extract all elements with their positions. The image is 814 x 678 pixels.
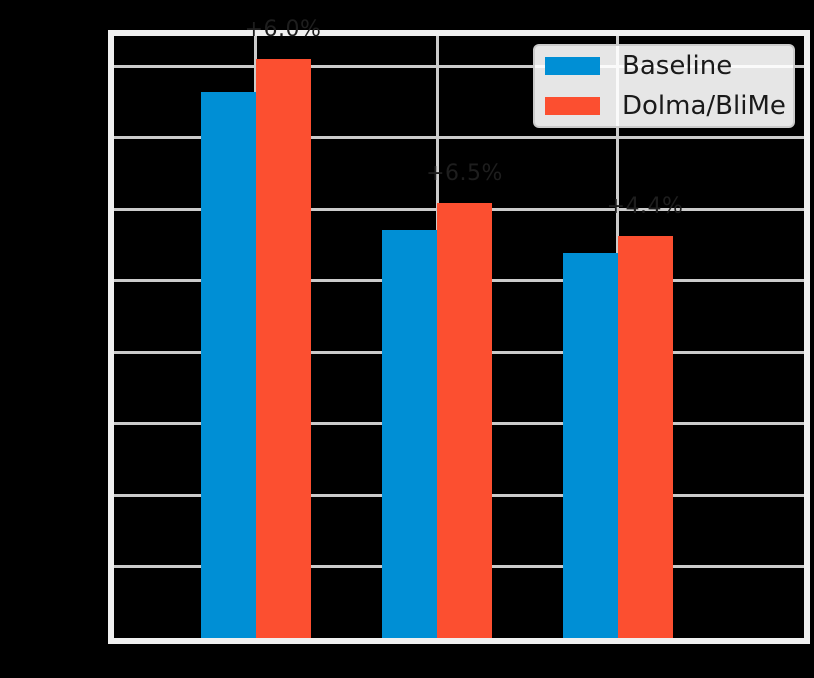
overhead-annotation-group-1: +6.0% (244, 16, 322, 42)
legend-entry-baseline: Baseline (545, 46, 793, 86)
bar-dolma-blime-group-2 (437, 203, 492, 638)
legend-label-dolma-blime: Dolma/BliMe (622, 91, 786, 121)
h-gridline (114, 64, 804, 68)
bar-baseline-group-3 (562, 253, 618, 638)
bar-baseline-group-2 (382, 230, 437, 638)
h-gridline (114, 136, 804, 139)
bar-dolma-blime-group-3 (617, 236, 673, 638)
legend-swatch-dolma-blime (545, 97, 600, 115)
overhead-annotation-group-3: +4.4% (606, 194, 684, 220)
legend-swatch-baseline (545, 57, 600, 75)
overhead-annotation-group-2: +6.5% (426, 161, 503, 187)
legend: Baseline Dolma/BliMe (533, 44, 795, 128)
legend-entry-dolma-blime: Dolma/BliMe (545, 86, 793, 126)
legend-label-baseline: Baseline (622, 51, 733, 81)
plot-area (108, 30, 810, 644)
bar-baseline-group-1 (200, 91, 256, 638)
bar-dolma-blime-group-1 (255, 58, 311, 638)
